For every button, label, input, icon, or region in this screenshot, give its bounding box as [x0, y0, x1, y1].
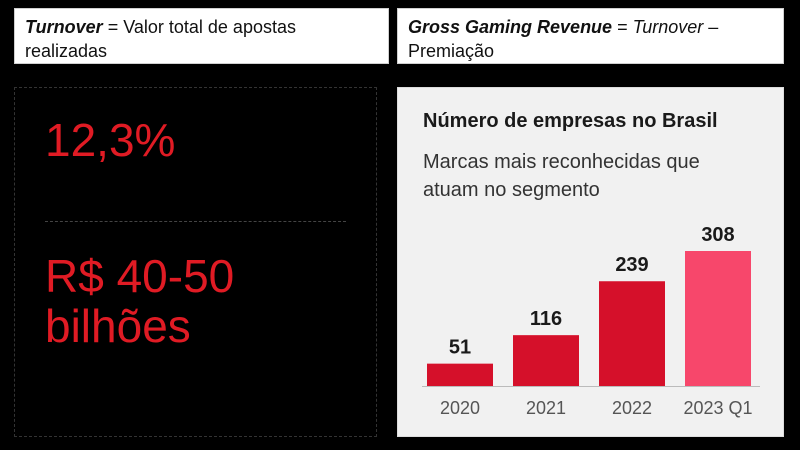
ggr-turnover-term: Turnover — [632, 17, 704, 37]
ggr-definition: Gross Gaming Revenue = Turnover – Premia… — [397, 8, 784, 64]
turnover-definition: Turnover = Valor total de apostas realiz… — [14, 8, 389, 64]
stat-revenue: R$ 40-50 bilhões — [45, 250, 235, 352]
turnover-term: Turnover — [25, 17, 103, 37]
data-label: 308 — [701, 224, 734, 246]
bar — [427, 363, 493, 386]
x-tick-label: 2021 — [526, 398, 566, 418]
stats-panel: 12,3% R$ 40-50 bilhões — [14, 87, 377, 437]
bar-chart: 51 2020 116 2021 239 2022 308 2023 Q1 — [422, 224, 760, 418]
chart-title: Número de empresas no Brasil — [423, 110, 718, 132]
x-tick-label: 2020 — [440, 398, 480, 418]
ggr-term: Gross Gaming Revenue — [408, 17, 613, 37]
data-label: 51 — [449, 337, 471, 359]
stat-percentage: 12,3% — [45, 114, 176, 166]
stats-divider — [45, 221, 346, 222]
data-label: 116 — [530, 308, 562, 330]
bar — [599, 281, 665, 386]
chart-subtitle: Marcas mais reconhecidas que atuam no se… — [423, 151, 700, 201]
ggr-rest: – Premiação — [408, 17, 719, 61]
chart-card: Número de empresas no Brasil Marcas mais… — [397, 87, 784, 437]
ggr-equals: = — [612, 17, 633, 37]
bar — [513, 335, 579, 386]
x-tick-label: 2022 — [612, 398, 652, 418]
turnover-text: = Valor total de apostas realizadas — [25, 17, 296, 61]
data-label: 239 — [615, 254, 648, 276]
x-tick-label: 2023 Q1 — [683, 398, 752, 418]
bar — [685, 251, 751, 386]
